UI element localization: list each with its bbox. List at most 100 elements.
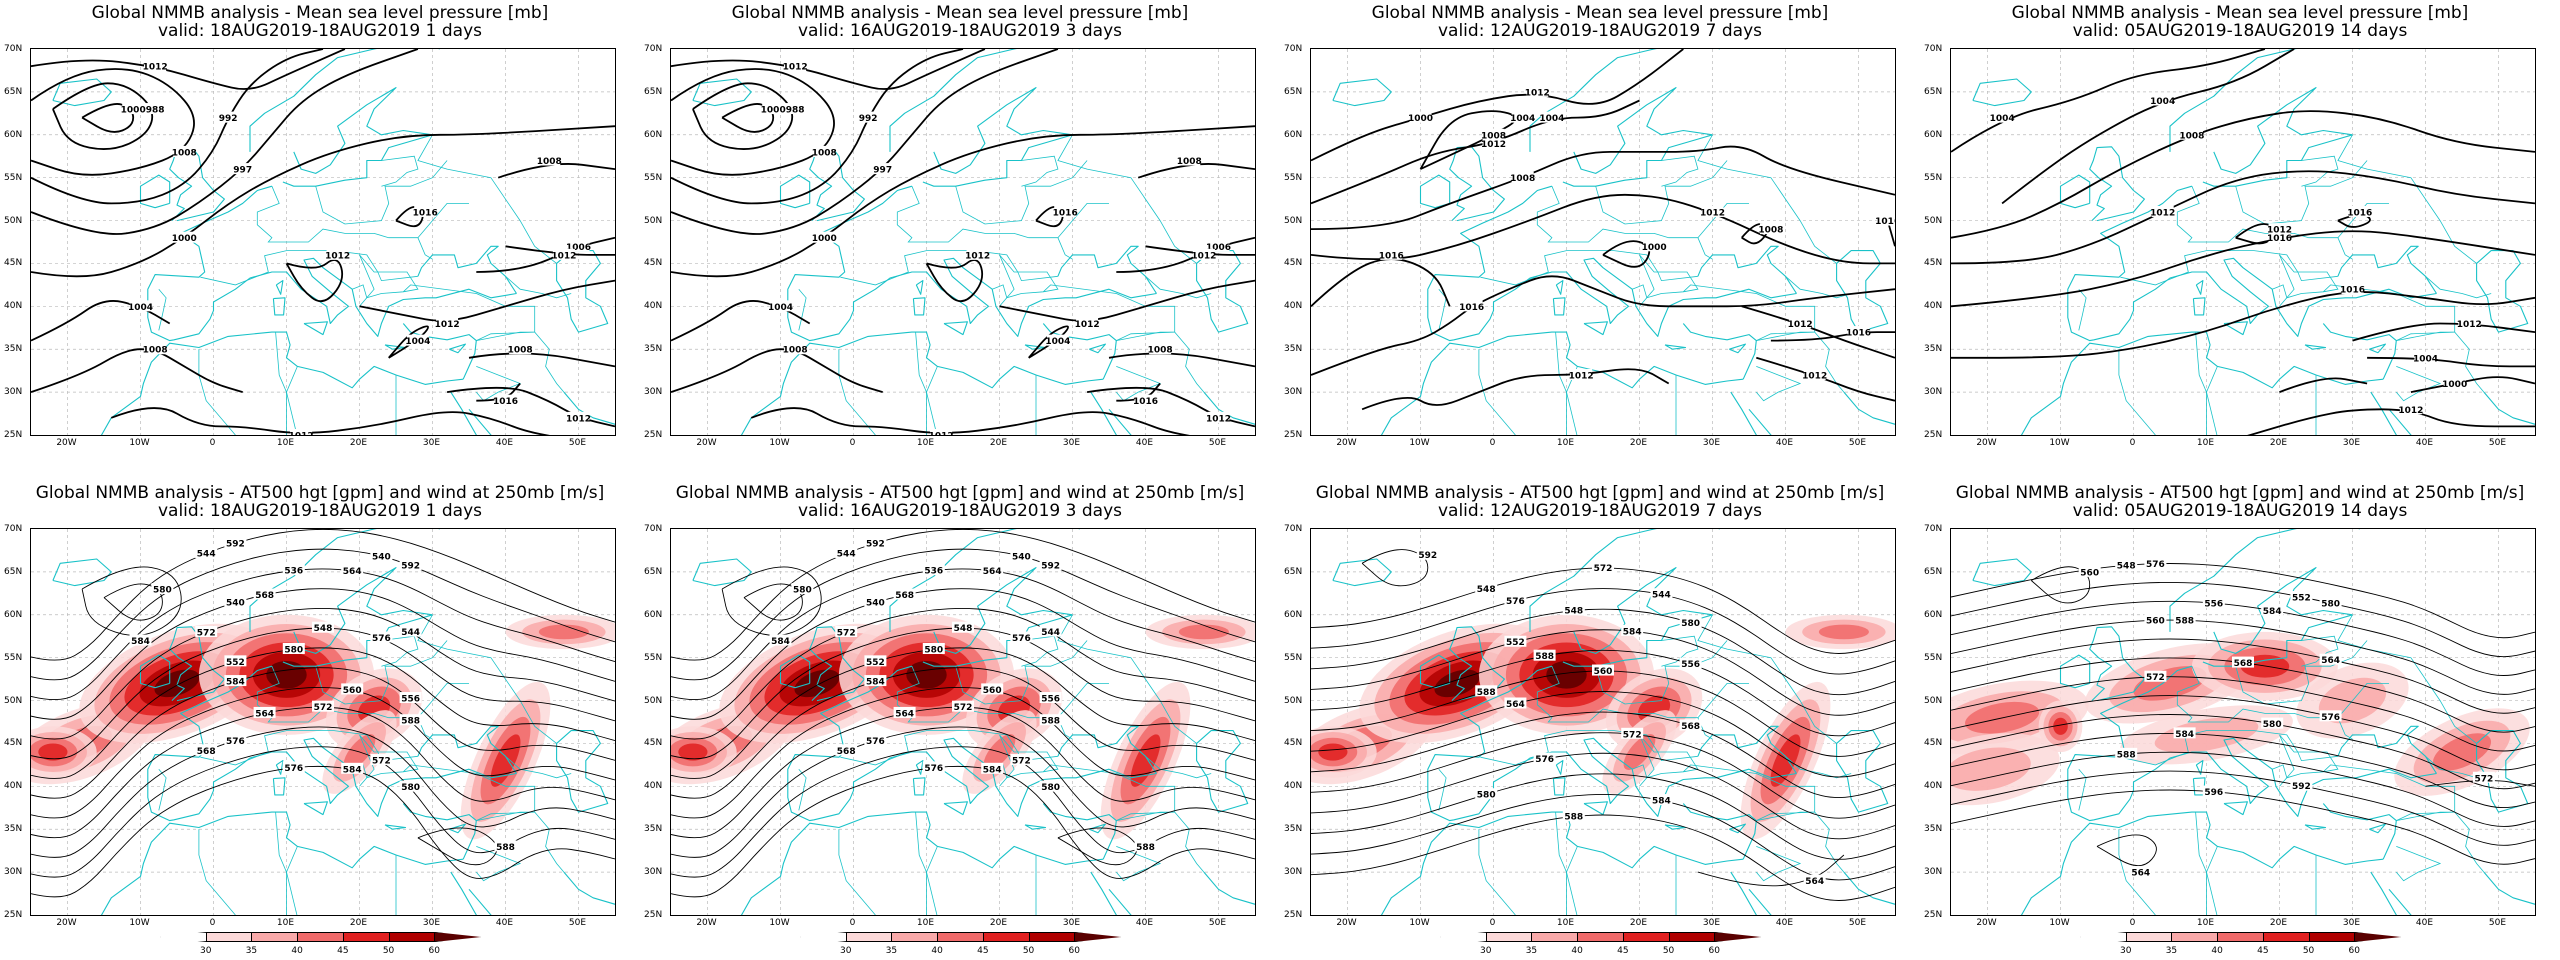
isobar-line [692,82,794,150]
coastline [2304,344,2327,350]
contour-label-bg [2232,656,2254,668]
colorbar-tick-label: 35 [885,946,898,956]
border-line [2235,640,2368,705]
contour-label: 1008 [812,148,837,158]
contour-line [31,529,615,661]
colorbar-swatch [982,932,1030,942]
coastline [2388,408,2412,435]
coastline [1042,803,1117,860]
colorbar-swatch [1440,932,1487,942]
lat-tick-label: 60N [1284,609,1303,620]
contour-label: 572 [1012,757,1031,767]
coastline [1682,323,1757,380]
contour-label-bg [2261,717,2284,729]
mslp-map: 9969929881000992997100010041008101210121… [30,48,616,436]
lon-tick-label: 0 [209,918,216,928]
map-canvas: 544 540 536 540 544 548 552 556 560 564 568 572 576 5… [31,529,615,915]
lat-tick-label: 30N [4,867,23,878]
contour-label-bg [2341,283,2364,295]
coastline [2476,250,2529,333]
colorbar-tick-label: 35 [2165,946,2178,956]
contour-label: 997 [233,166,252,176]
coastline [1836,250,1889,333]
contour-label: 1012 [2150,208,2175,218]
coastline [1529,529,1720,632]
coastline [1555,760,1564,775]
contour-label: 556 [401,695,420,705]
contour-label-bg [1679,719,1702,731]
lat-tick-label: 70N [644,44,663,54]
coastline [303,321,328,336]
contour-label: 592 [866,539,885,549]
contour-label-bg [1475,582,1498,594]
contour-label-bg [1482,137,1505,149]
lon-tick-label: 10E [2196,438,2215,448]
coastline [889,49,1080,152]
contour-label-bg [1178,154,1201,166]
contour-label: 568 [837,747,856,757]
contour-label: 1008 [172,148,197,158]
lat-tick-label: 40N [1924,301,1943,312]
colorbar-tick-label: 60 [1068,946,1080,956]
contour-label-bg [2319,710,2342,722]
coastline [922,134,1073,187]
contour-label-bg [1504,697,1527,709]
wind-shade-area [1623,734,1656,770]
lat-tick-label: 25N [4,430,23,440]
contour-label-bg [370,549,393,561]
contour-line [671,588,1255,720]
contour-label: 1008 [537,157,562,167]
contour-label: 588 [1136,843,1155,853]
lat-tick-label: 25N [1924,910,1943,920]
coastline [556,730,609,813]
contour-label-bg [871,163,894,175]
border-line [286,366,298,435]
border-line [2279,254,2339,299]
coastline [2089,626,2145,702]
contour-labels: 9969929881000992997100010041008101210121… [121,60,591,435]
contour-label-bg [224,734,247,746]
coastline [933,87,1073,174]
contour-label-bg [144,343,167,355]
contour-label-bg [1207,240,1230,252]
map-canvas: 548 552 556 560 564 568 572 576 580 584 588 592 596 5… [1951,529,2535,915]
lon-tick-label: 0 [209,438,216,448]
lon-tick-label: 10E [276,918,295,928]
lat-tick-label: 50N [1924,695,1943,706]
contour-label-bg [1533,752,1556,764]
isobar-line [671,125,1255,278]
lat-tick-label: 25N [1284,430,1303,440]
contour-label-bg [151,583,174,595]
mslp-map: 1004 1004 1008 1012 1016 1012 1016 1016 1012 1004… [1950,48,2536,436]
contour-label: 1008 [1510,174,1535,184]
colorbar-swatch [160,932,207,942]
colorbar-tick-label: 50 [1022,946,1035,956]
contour-line [1951,770,2535,846]
isobar-line [750,407,1191,435]
contour-label: 988 [786,106,805,116]
coastlines [1332,49,1895,435]
lon-tick-label: 0 [2129,918,2136,928]
coastline [1057,725,1157,774]
contour-label: 988 [146,106,165,116]
contour-label: 556 [1681,660,1700,670]
colorbar-tick-label: 30 [199,946,212,956]
contour-label: 1012 [566,414,591,424]
contour-label: 560 [343,686,362,696]
contour-label: 580 [2321,600,2340,610]
coastline [468,408,492,435]
border-line [1043,284,1176,341]
contour-label-bg [966,248,989,260]
lat-tick-label: 55N [4,652,23,663]
contour-label: 584 [771,637,790,647]
coastline [402,323,477,380]
lon-tick-label: 30E [2342,918,2361,928]
contour-label: 556 [1041,695,1060,705]
contour-label: 540 [1012,552,1031,562]
wind-shade-area [1130,734,1161,787]
border-line [256,186,469,243]
contour-label: 1012 [325,251,350,261]
contour-line [671,548,1255,681]
contour-label: 576 [866,737,885,747]
coastline [915,760,924,775]
